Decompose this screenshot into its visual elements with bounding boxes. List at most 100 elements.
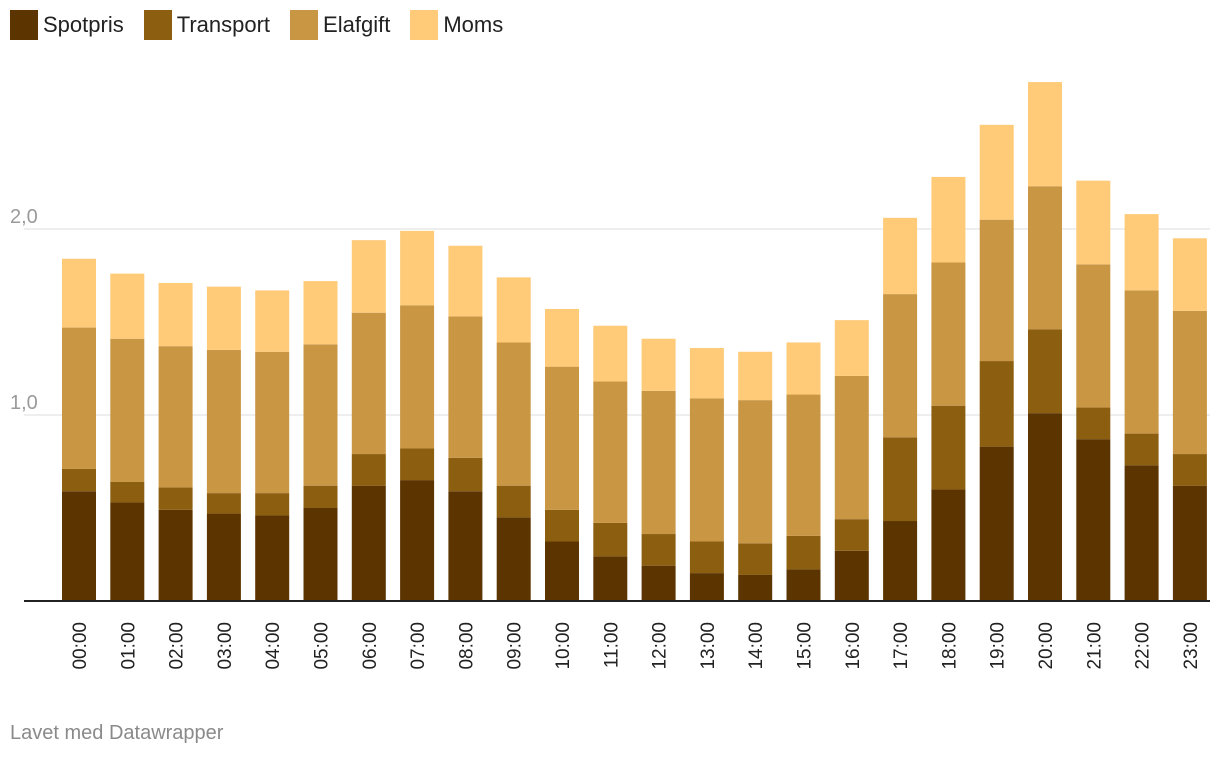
x-tick-label: 23:00 <box>1181 622 1202 670</box>
bar-segment-transport <box>593 522 628 557</box>
bar-segment-spotpris <box>641 565 676 601</box>
x-tick-label: 21:00 <box>1084 622 1105 670</box>
bar-segment-spotpris <box>931 489 966 601</box>
bar-segment-transport <box>1172 454 1207 486</box>
bar-segment-transport <box>255 493 290 516</box>
x-tick-label: 12:00 <box>650 622 671 670</box>
bar-segment-moms <box>545 308 579 367</box>
bar-segment-spotpris <box>351 485 386 601</box>
x-tick-label: 15:00 <box>795 622 816 670</box>
bar-segment-moms <box>689 348 724 399</box>
bar-segment-elafgift <box>1172 310 1207 455</box>
x-tick-label: 05:00 <box>312 622 333 670</box>
bar-segment-transport <box>351 454 386 486</box>
bar-segment-moms <box>158 282 193 347</box>
bar-segment-transport <box>689 541 724 574</box>
bar-segment-elafgift <box>1124 290 1159 434</box>
bar-segment-moms <box>641 338 676 391</box>
bar-segment-spotpris <box>738 574 773 601</box>
bar-segment-elafgift <box>448 316 483 458</box>
bar-segment-spotpris <box>979 446 1014 601</box>
bar-segment-moms <box>110 273 145 339</box>
legend-label-moms: Moms <box>443 12 504 37</box>
bar-segment-elafgift <box>351 312 386 455</box>
bar-segment-transport <box>158 487 193 510</box>
bar-segment-spotpris <box>110 502 145 601</box>
x-tick-label: 01:00 <box>118 622 139 670</box>
bar-segment-transport <box>1124 433 1159 466</box>
bar-segment-moms <box>496 277 531 343</box>
legend-item-elafgift[interactable]: Elafgift <box>290 10 390 40</box>
bar-segment-moms <box>255 290 290 352</box>
bar-segment-moms <box>1172 238 1207 311</box>
bar-segment-spotpris <box>496 517 531 601</box>
bar-segment-spotpris <box>448 491 483 601</box>
bar-segment-transport <box>448 457 483 492</box>
bar-segment-elafgift <box>400 305 435 449</box>
x-tick-label: 19:00 <box>988 622 1009 670</box>
bar-segment-elafgift <box>931 262 966 406</box>
bar-segment-moms <box>62 258 96 328</box>
bar-segment-elafgift <box>641 390 676 535</box>
bar-segment-spotpris <box>303 508 338 601</box>
bar-segment-elafgift <box>786 394 821 536</box>
chart-legend: Spotpris Transport Elafgift Moms <box>10 10 523 40</box>
x-tick-label: 00:00 <box>70 622 91 670</box>
bar-segment-moms <box>834 320 869 376</box>
bar-segment-elafgift <box>689 398 724 542</box>
x-tick-label: 06:00 <box>360 622 381 670</box>
legend-item-moms[interactable]: Moms <box>410 10 503 40</box>
legend-label-spotpris: Spotpris <box>43 12 124 37</box>
bar-segment-transport <box>545 509 579 542</box>
bar-segment-spotpris <box>62 491 96 601</box>
legend-swatch-transport <box>143 10 172 40</box>
legend-item-spotpris[interactable]: Spotpris <box>10 10 124 40</box>
bar-segment-transport <box>206 493 241 514</box>
bar-segment-spotpris <box>400 480 435 601</box>
bar-segment-moms <box>448 245 483 317</box>
bar-segment-moms <box>303 281 338 345</box>
bar-segment-transport <box>738 543 773 575</box>
bar-segment-moms <box>786 342 821 395</box>
x-tick-label: 11:00 <box>601 622 622 668</box>
bar-segment-elafgift <box>303 344 338 486</box>
x-tick-label: 22:00 <box>1133 622 1154 670</box>
x-tick-label: 20:00 <box>1036 622 1057 670</box>
bar-segment-elafgift <box>979 219 1014 362</box>
bar-segment-transport <box>400 448 435 481</box>
bar-segment-elafgift <box>545 366 579 510</box>
bar-segment-moms <box>931 176 966 263</box>
bar-segment-transport <box>641 534 676 566</box>
bar-segment-moms <box>206 286 241 350</box>
footer-credit: Lavet med Datawrapper <box>10 722 224 744</box>
bar-segment-transport <box>303 485 338 508</box>
bar-segment-spotpris <box>786 569 821 601</box>
y-tick-label: 1,0 <box>10 392 38 414</box>
x-tick-label: 08:00 <box>456 622 477 670</box>
x-tick-label: 02:00 <box>167 622 188 670</box>
bar-segment-transport <box>110 481 145 503</box>
bar-segment-moms <box>351 240 386 313</box>
y-tick-label: 2,0 <box>10 206 38 228</box>
bar-segment-elafgift <box>206 349 241 494</box>
bar-segment-elafgift <box>255 351 290 494</box>
bar-segment-transport <box>931 405 966 490</box>
x-tick-label: 04:00 <box>263 622 284 670</box>
bar-segment-spotpris <box>1124 465 1159 601</box>
bar-segment-spotpris <box>255 515 290 601</box>
x-tick-label: 16:00 <box>843 622 864 670</box>
bar-segment-moms <box>979 124 1014 220</box>
bar-segment-transport <box>496 485 531 518</box>
bar-segment-elafgift <box>62 327 96 469</box>
x-tick-label: 10:00 <box>553 622 574 670</box>
bar-segment-transport <box>1076 407 1111 440</box>
bar-segment-spotpris <box>206 513 241 601</box>
legend-swatch-elafgift <box>290 10 319 40</box>
legend-item-transport[interactable]: Transport <box>143 10 270 40</box>
bar-segment-moms <box>738 351 773 401</box>
bar-segment-elafgift <box>1028 186 1062 330</box>
bar-segment-moms <box>1028 82 1062 187</box>
bar-segment-elafgift <box>110 338 145 482</box>
x-tick-label: 07:00 <box>408 622 429 670</box>
